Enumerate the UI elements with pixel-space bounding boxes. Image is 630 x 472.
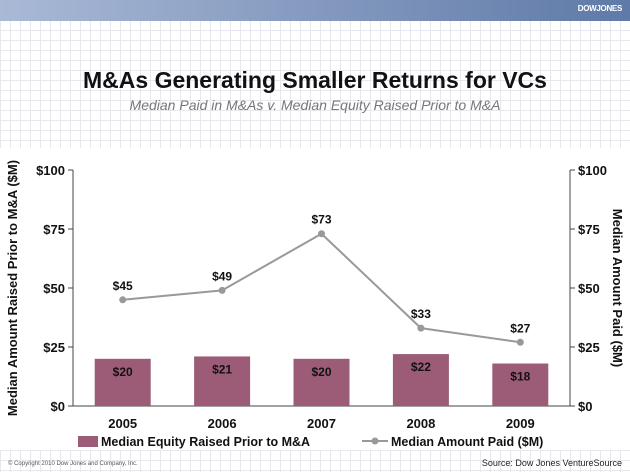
x-tick-label: 2006: [208, 416, 237, 431]
right-tick-label: $0: [578, 399, 592, 414]
chart-subtitle: Median Paid in M&As v. Median Equity Rai…: [129, 97, 501, 113]
left-tick-label: $100: [36, 163, 65, 178]
line-label: $33: [411, 307, 431, 321]
legend-line-marker: [371, 437, 379, 445]
left-tick-label: $50: [43, 281, 65, 296]
right-tick-label: $75: [578, 222, 600, 237]
right-tick-label: $100: [578, 163, 607, 178]
chart-title: M&As Generating Smaller Returns for VCs: [83, 67, 547, 93]
line-label: $27: [510, 321, 530, 335]
bar: [94, 358, 151, 406]
right-axis-title: Median Amount Paid ($M): [610, 209, 625, 367]
bar: [293, 358, 350, 406]
bar: [194, 356, 251, 406]
legend-line-label: Median Amount Paid ($M): [391, 435, 543, 449]
x-tick-label: 2007: [307, 416, 336, 431]
line-label: $49: [212, 269, 232, 283]
line-point: [318, 230, 325, 238]
line-label: $45: [113, 279, 133, 293]
bar: [392, 354, 449, 406]
bar-label: $22: [411, 360, 431, 374]
legend-bar-swatch: [78, 436, 98, 447]
bar-label: $18: [510, 370, 530, 384]
left-tick-label: $75: [43, 222, 65, 237]
line-point: [417, 324, 425, 332]
line-point: [218, 286, 226, 294]
line-point: [516, 338, 524, 346]
dow-jones-logo: DOWJONES: [577, 4, 623, 13]
source: Source: Dow Jones VentureSource: [481, 458, 622, 468]
header-bar: DOWJONES: [0, 0, 630, 21]
right-tick-label: $25: [578, 340, 600, 355]
copyright: © Copyright 2010 Dow Jones and Company, …: [8, 461, 138, 467]
bar-label: $21: [212, 362, 232, 376]
left-tick-label: $0: [51, 399, 65, 414]
x-tick-label: 2005: [108, 416, 137, 431]
right-tick-label: $50: [578, 281, 600, 296]
x-tick-label: 2009: [506, 416, 535, 431]
bar-label: $20: [113, 365, 133, 379]
legend-bar-label: Median Equity Raised Prior to M&A: [101, 435, 310, 449]
line-label: $73: [311, 213, 331, 227]
bar: [492, 363, 549, 406]
left-tick-label: $25: [43, 340, 65, 355]
bar-label: $20: [311, 365, 331, 379]
left-axis-title: Median Amount Raised Prior to M&A ($M): [5, 160, 20, 416]
line-series: [122, 232, 521, 344]
line-point: [119, 296, 127, 304]
x-tick-label: 2008: [406, 416, 435, 431]
